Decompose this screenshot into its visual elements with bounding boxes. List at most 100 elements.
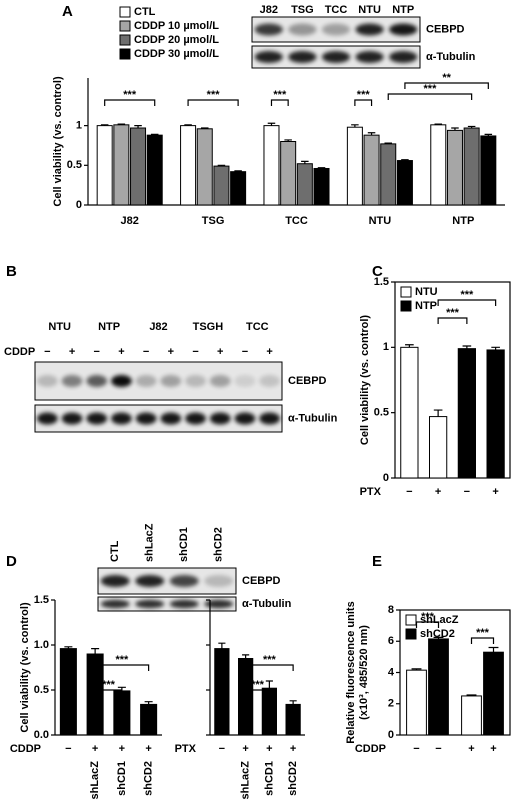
bar [113, 124, 130, 206]
lane-label: shCD1 [178, 527, 190, 562]
significance-label: *** [251, 679, 265, 691]
x-tick-label: shCD1 [116, 761, 128, 796]
significance-label: ** [442, 72, 451, 84]
x-axis-label: PTX [360, 486, 382, 498]
bar [113, 690, 131, 736]
y-axis-label: Cell viability (vs. control) [19, 602, 31, 733]
blot-band [288, 23, 317, 36]
error-bar [433, 409, 443, 417]
legend-label: NTP [415, 300, 437, 312]
blot-band [254, 23, 283, 36]
treatment-sign: − [65, 743, 71, 755]
x-tick-label: − [464, 486, 470, 498]
legend-swatch [119, 34, 131, 46]
panel-letter: E [372, 553, 382, 570]
treatment-sign: + [217, 346, 223, 358]
significance-label: *** [476, 627, 490, 639]
blot-band [234, 375, 256, 387]
blot-band [259, 412, 281, 425]
blot-band [135, 375, 157, 387]
legend-label: shCD2 [420, 628, 455, 640]
error-bar [384, 142, 392, 144]
band-label: α-Tubulin [288, 412, 338, 424]
x-tick-label: + [435, 486, 441, 498]
error-bar [184, 124, 192, 126]
error-bar [411, 668, 422, 671]
legend-swatch [400, 286, 412, 298]
x-tick-label: − [406, 486, 412, 498]
legend-label: CDDP 30 µmol/L [134, 48, 219, 60]
blot-band [389, 23, 418, 36]
x-tick-label: NTP [452, 215, 474, 227]
significance-bracket [404, 82, 489, 89]
error-bar [451, 127, 459, 131]
significance-bracket [104, 99, 156, 106]
blot-band [61, 412, 83, 425]
bar [429, 416, 448, 479]
error-bar [289, 700, 297, 705]
blot-band [185, 412, 206, 425]
panel-letter: B [6, 263, 17, 280]
bar [285, 703, 301, 736]
bar [461, 695, 482, 736]
error-bar [433, 636, 444, 639]
y-axis-label: Cell viability (vs. control) [52, 76, 64, 207]
significance-label: *** [424, 83, 438, 95]
y-tick-label: 2 [388, 698, 394, 710]
y-tick-label: 1 [76, 120, 82, 132]
bar [457, 348, 476, 479]
error-bar [434, 123, 443, 125]
bar [400, 346, 419, 479]
bar [380, 143, 397, 206]
treatment-sign: + [145, 743, 151, 755]
y-tick-label: 4 [388, 666, 395, 678]
blot-band [185, 375, 206, 387]
significance-label: *** [357, 89, 371, 101]
significance-bracket [94, 689, 123, 696]
blot-band [36, 375, 58, 387]
blot-band [61, 375, 83, 387]
x-tick-label: shCD2 [143, 761, 155, 796]
legend-swatch [119, 20, 131, 32]
bar [430, 124, 447, 206]
blot-band [204, 599, 234, 609]
blot-band [209, 375, 231, 387]
treatment-sign: − [143, 346, 149, 358]
error-bar [488, 646, 499, 653]
blot-band [36, 412, 58, 425]
blot-band [111, 375, 132, 387]
error-bar [284, 139, 292, 142]
y-tick-label: 1 [383, 341, 389, 353]
panel-letter: A [62, 3, 73, 20]
treatment-sign: + [92, 743, 98, 755]
y-tick-label: 1.0 [34, 639, 49, 651]
error-bar [217, 164, 226, 167]
x-tick-label: TSG [202, 215, 225, 227]
legend-label: shLacZ [420, 614, 459, 626]
plot-frame [399, 609, 511, 736]
x-tick-label: shLacZ [89, 761, 101, 800]
error-bar [234, 170, 242, 172]
significance-label: *** [421, 611, 435, 623]
x-axis-label: CDDP [355, 743, 386, 755]
blot-strip [97, 596, 237, 612]
error-bar [484, 133, 493, 136]
error-bar [267, 122, 276, 126]
y-tick-label: 6 [388, 635, 394, 647]
lane-label: CTL [109, 540, 121, 562]
lane-label: TSGH [193, 321, 224, 333]
blot-band [355, 51, 384, 63]
blot-band [135, 599, 165, 609]
blot-band [111, 412, 132, 425]
significance-label: *** [115, 654, 129, 666]
y-tick-label: 0.5 [374, 407, 389, 419]
significance-bracket [354, 99, 373, 106]
bar [346, 126, 363, 206]
lane-label: J82 [260, 4, 278, 16]
bar [483, 651, 504, 736]
lane-label: J82 [149, 321, 167, 333]
band-label: CEBPD [242, 575, 281, 587]
bar [130, 127, 147, 206]
x-tick-label: + [468, 743, 474, 755]
bar [463, 127, 480, 206]
